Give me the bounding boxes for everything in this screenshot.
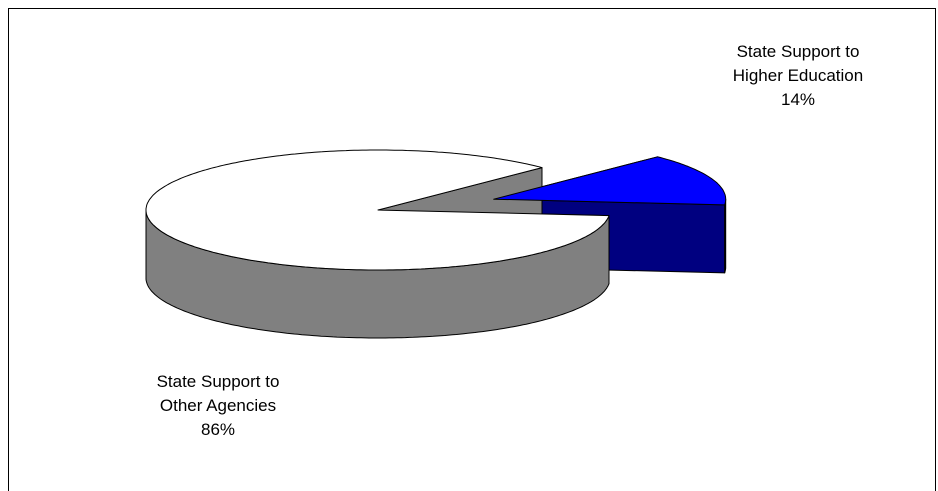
slice-label: State Support to Other Agencies 86%: [148, 370, 288, 442]
slice-value: 86%: [200, 420, 236, 439]
frame: [8, 8, 936, 491]
slice: [493, 156, 727, 206]
slice-side: [724, 198, 727, 274]
slice: [145, 149, 610, 271]
slice-name: State Support to Higher Education: [732, 42, 864, 85]
slice-name: State Support to Other Agencies: [156, 372, 280, 415]
slice-label: State Support to Higher Education 14%: [728, 40, 868, 112]
slice-value: 14%: [780, 90, 816, 109]
